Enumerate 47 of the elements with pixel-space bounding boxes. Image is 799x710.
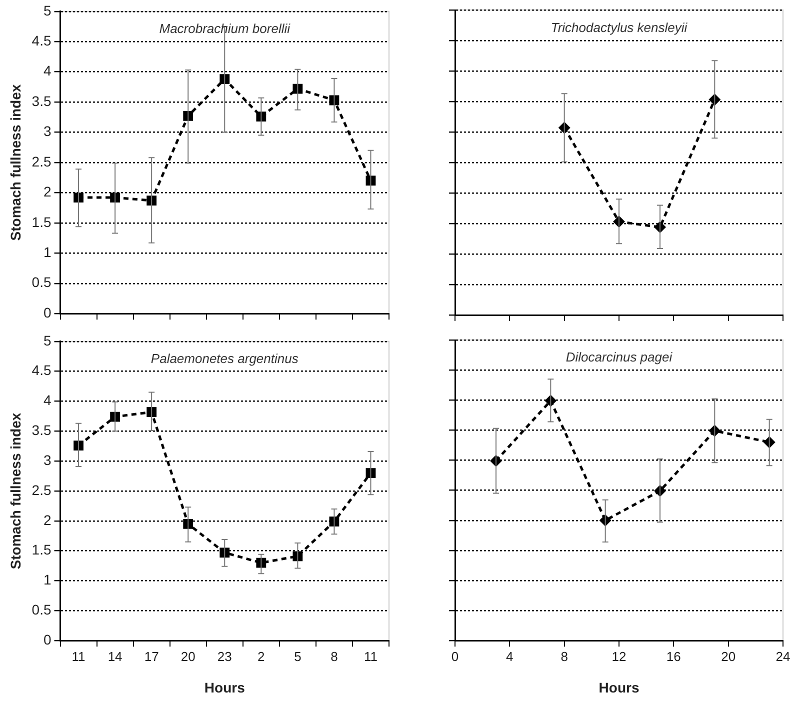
point — [256, 558, 266, 568]
x-tick-label: 20 — [180, 648, 196, 664]
y-tick-label: 1 — [43, 244, 52, 260]
y-tick-label: 0.5 — [32, 602, 52, 618]
y-tick-label: 4.5 — [32, 362, 52, 378]
y-tick-label: 2 — [43, 184, 52, 200]
x-tick-label: 17 — [144, 648, 159, 664]
point — [256, 112, 266, 122]
x-tick-label: 0 — [451, 648, 459, 664]
text: Trichodactylus kensleyii — [550, 20, 688, 35]
y-tick-label: 3.5 — [32, 422, 52, 438]
x-tick-label: 11 — [72, 648, 86, 664]
x-tick-label: 23 — [217, 648, 232, 664]
x-axis-title: Hours — [598, 679, 640, 696]
y-tick-label: 2.5 — [32, 153, 52, 170]
y-tick-label: 0 — [43, 304, 52, 320]
x-tick-label: 8 — [560, 648, 568, 664]
y-tick-label: 3 — [43, 452, 52, 468]
y-tick-label: 4 — [43, 62, 52, 79]
y-tick-label: 5 — [43, 2, 52, 18]
y-axis-title: Stomach fullness index — [7, 84, 24, 241]
y-tick-label: 4 — [43, 392, 52, 408]
y-tick-label: 0 — [43, 631, 52, 648]
y-tick-label: 1 — [43, 572, 52, 588]
text: Dilocarcinus pagei — [566, 350, 674, 365]
x-tick-label: 20 — [721, 648, 736, 664]
x-tick-label: 11 — [364, 648, 378, 664]
y-tick-label: 1.5 — [32, 542, 52, 558]
x-tick-label: 2 — [258, 648, 265, 664]
text: Palaemonetes argentinus — [150, 350, 299, 366]
y-tick-label: 3.5 — [32, 92, 52, 109]
x-axis-title: Hours — [204, 679, 246, 696]
x-tick-label: 5 — [294, 648, 302, 664]
y-tick-label: 4.5 — [32, 32, 52, 48]
y-tick-label: 5 — [43, 332, 52, 348]
y-tick-label: 2.5 — [32, 482, 52, 498]
x-tick-label: 16 — [666, 648, 681, 664]
y-tick-label: 1.5 — [32, 214, 52, 230]
x-tick-label: 8 — [330, 648, 338, 664]
y-tick-label: 3 — [43, 123, 52, 140]
y-tick-label: 0.5 — [32, 274, 52, 290]
y-tick-label: 2 — [43, 512, 52, 528]
y-axis-title: Stomach fullness index — [7, 412, 24, 570]
x-tick-label: 12 — [612, 648, 626, 664]
x-tick-label: 24 — [776, 648, 790, 664]
x-tick-label: 4 — [506, 648, 514, 664]
x-tick-label: 14 — [108, 648, 122, 664]
